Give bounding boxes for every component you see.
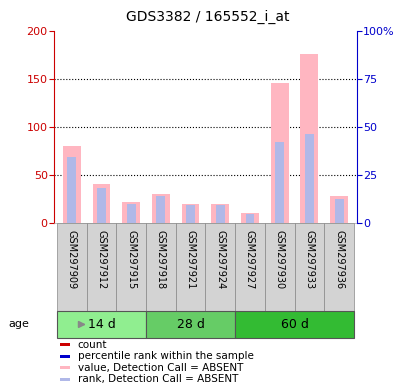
Bar: [122, 202, 140, 223]
Bar: [186, 205, 195, 223]
Bar: [324, 223, 354, 311]
Text: GSM297933: GSM297933: [304, 230, 315, 289]
Bar: [63, 146, 81, 223]
Bar: [97, 188, 106, 223]
Bar: [116, 223, 146, 311]
Text: 60 d: 60 d: [281, 318, 308, 331]
Bar: [93, 184, 110, 223]
Bar: [127, 204, 136, 223]
Text: rank, Detection Call = ABSENT: rank, Detection Call = ABSENT: [78, 374, 238, 384]
Bar: [146, 311, 235, 338]
Bar: [334, 199, 344, 223]
Text: count: count: [78, 340, 107, 350]
Bar: [67, 157, 76, 223]
Bar: [176, 223, 205, 311]
Bar: [295, 223, 324, 311]
Bar: [87, 223, 116, 311]
Bar: [305, 134, 314, 223]
Text: GSM297918: GSM297918: [156, 230, 166, 289]
Bar: [246, 214, 254, 223]
Bar: [182, 204, 200, 223]
Bar: [146, 223, 176, 311]
Bar: [60, 343, 70, 346]
Bar: [60, 366, 70, 369]
Bar: [156, 196, 165, 223]
Bar: [211, 204, 229, 223]
Text: GSM297936: GSM297936: [334, 230, 344, 289]
Bar: [57, 311, 146, 338]
Bar: [330, 196, 348, 223]
Bar: [275, 142, 284, 223]
Text: percentile rank within the sample: percentile rank within the sample: [78, 351, 254, 361]
Bar: [265, 223, 295, 311]
Text: GSM297921: GSM297921: [186, 230, 195, 289]
Bar: [235, 223, 265, 311]
Bar: [216, 205, 225, 223]
Text: GSM297927: GSM297927: [245, 230, 255, 289]
Text: 14 d: 14 d: [88, 318, 115, 331]
Bar: [205, 223, 235, 311]
Text: GSM297909: GSM297909: [67, 230, 77, 289]
Bar: [241, 213, 259, 223]
Bar: [60, 378, 70, 381]
Text: GSM297915: GSM297915: [126, 230, 136, 289]
Bar: [57, 223, 87, 311]
Text: GSM297930: GSM297930: [275, 230, 285, 289]
Text: GDS3382 / 165552_i_at: GDS3382 / 165552_i_at: [126, 10, 289, 24]
Bar: [300, 54, 318, 223]
Text: age: age: [8, 319, 29, 329]
Text: 28 d: 28 d: [177, 318, 205, 331]
Bar: [60, 355, 70, 358]
Text: GSM297912: GSM297912: [96, 230, 107, 289]
Bar: [152, 194, 170, 223]
Text: GSM297924: GSM297924: [215, 230, 225, 289]
Bar: [235, 311, 354, 338]
Bar: [271, 83, 288, 223]
Text: value, Detection Call = ABSENT: value, Detection Call = ABSENT: [78, 363, 243, 373]
